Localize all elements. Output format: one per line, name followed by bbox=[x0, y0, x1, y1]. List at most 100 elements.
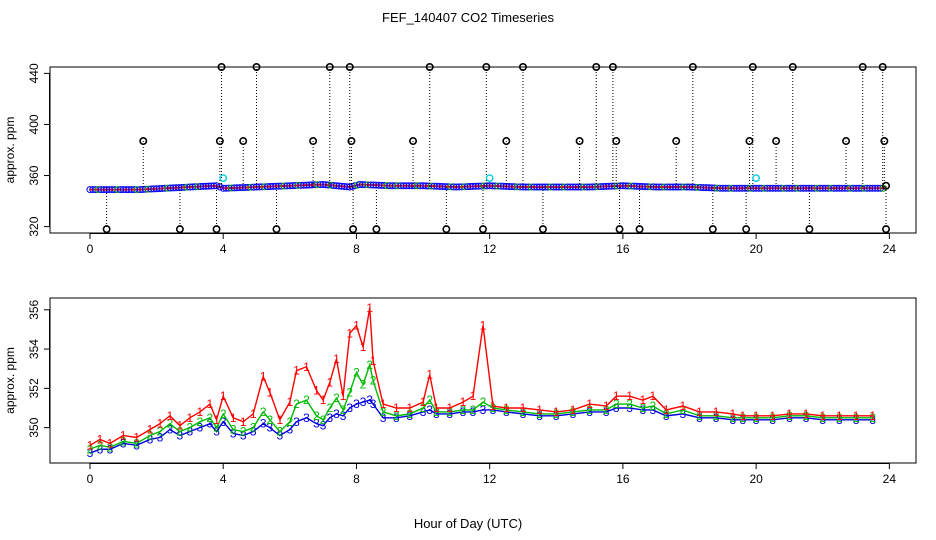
series-3-point: 3 bbox=[536, 409, 543, 423]
series-1-point: 1 bbox=[603, 399, 610, 413]
spike-point bbox=[409, 137, 418, 146]
baseline-point bbox=[316, 181, 324, 189]
baseline-point bbox=[866, 184, 874, 192]
series-1-point: 1 bbox=[276, 413, 283, 427]
series-3-point: 3 bbox=[340, 409, 347, 423]
series-3-point: 3 bbox=[346, 401, 353, 415]
baseline-point bbox=[332, 182, 340, 190]
series-2-point: 2 bbox=[786, 409, 793, 423]
series-2-point: 2 bbox=[260, 405, 267, 419]
series-2-point: 2 bbox=[819, 411, 826, 425]
spike-point bbox=[349, 225, 358, 234]
series-2-point: 2 bbox=[406, 407, 413, 421]
series-1-point: 1 bbox=[340, 389, 347, 403]
series-1-point: 1 bbox=[786, 407, 793, 421]
series-3-point: 3 bbox=[320, 419, 327, 433]
baseline-point bbox=[213, 182, 221, 190]
series-2-point: 2 bbox=[346, 385, 353, 399]
series-1-point: 1 bbox=[626, 389, 633, 403]
series-2-point: 2 bbox=[869, 411, 876, 425]
series-2-point: 2 bbox=[107, 440, 114, 454]
series-2-point: 2 bbox=[470, 403, 477, 417]
series-1-point: 1 bbox=[313, 383, 320, 397]
baseline-point bbox=[874, 184, 882, 192]
series-2-point: 2 bbox=[97, 438, 104, 452]
spike-point bbox=[175, 225, 184, 234]
series-1-point: 1 bbox=[753, 409, 760, 423]
series-2-point: 2 bbox=[177, 425, 184, 439]
series-1-point: 1 bbox=[869, 409, 876, 423]
series-2-point: 2 bbox=[836, 411, 843, 425]
series-3-point: 3 bbox=[420, 405, 427, 419]
spike-point bbox=[708, 225, 717, 234]
series-1-point: 1 bbox=[433, 401, 440, 415]
spike-point bbox=[239, 137, 248, 146]
baseline-point bbox=[202, 182, 210, 190]
series-1-point: 1 bbox=[157, 417, 164, 431]
baseline-point bbox=[372, 181, 380, 189]
series-3-point: 3 bbox=[803, 411, 810, 425]
series-1-point: 1 bbox=[586, 397, 593, 411]
series-3-point: 3 bbox=[470, 405, 477, 419]
series-2-point: 2 bbox=[167, 417, 174, 431]
series-2-point: 2 bbox=[460, 403, 467, 417]
spike-point bbox=[212, 225, 221, 234]
spike-point bbox=[575, 137, 584, 146]
series-3-point: 3 bbox=[769, 413, 776, 427]
series-1-point: 1 bbox=[570, 403, 577, 417]
series-2-point: 2 bbox=[503, 403, 510, 417]
baseline-point bbox=[358, 181, 366, 189]
series-2-point: 2 bbox=[293, 397, 300, 411]
y-tick-label: 400 bbox=[27, 114, 41, 134]
series-3-point: 3 bbox=[286, 423, 293, 437]
series-1-point: 1 bbox=[613, 389, 620, 403]
series-2-point: 2 bbox=[650, 399, 657, 413]
series-1-point: 1 bbox=[250, 407, 257, 421]
spike-point bbox=[502, 137, 511, 146]
series-1-point: 1 bbox=[213, 413, 220, 427]
series-2-point: 2 bbox=[207, 411, 214, 425]
spike-point bbox=[688, 62, 697, 71]
baseline-point bbox=[197, 183, 205, 191]
spike-point bbox=[347, 137, 356, 146]
y-tick-label: 352 bbox=[27, 378, 41, 398]
spike-point bbox=[139, 137, 148, 146]
x-tick-label: 12 bbox=[483, 472, 497, 486]
series-3-point: 3 bbox=[366, 393, 373, 407]
series-2-point: 2 bbox=[426, 393, 433, 407]
series-2-point: 2 bbox=[803, 409, 810, 423]
spike-point bbox=[880, 137, 889, 146]
series-3-point: 3 bbox=[753, 413, 760, 427]
series-2-point: 2 bbox=[157, 425, 164, 439]
series-3-point: 3 bbox=[713, 411, 720, 425]
spike-point bbox=[592, 62, 601, 71]
series-2-line bbox=[89, 362, 873, 450]
series-1-point: 1 bbox=[640, 393, 647, 407]
series-1-point: 1 bbox=[713, 405, 720, 419]
x-tick-label: 8 bbox=[353, 242, 360, 256]
series-2-point: 2 bbox=[366, 358, 373, 372]
series-3-point: 3 bbox=[663, 409, 670, 423]
series-3-point: 3 bbox=[446, 407, 453, 421]
series-1-point: 1 bbox=[360, 340, 367, 354]
baseline-point bbox=[335, 182, 343, 190]
series-3-point: 3 bbox=[197, 421, 204, 435]
series-1-point: 1 bbox=[260, 370, 267, 384]
series-3-point: 3 bbox=[626, 401, 633, 415]
series-2-point: 2 bbox=[303, 393, 310, 407]
series-2-point: 2 bbox=[360, 377, 367, 391]
series-1-point: 1 bbox=[87, 438, 94, 452]
y-tick-label: 320 bbox=[27, 216, 41, 236]
series-3-point: 3 bbox=[303, 411, 310, 425]
series-2-point: 2 bbox=[250, 421, 257, 435]
baseline-point bbox=[857, 184, 865, 192]
x-axis-label: Hour of Day (UTC) bbox=[414, 516, 522, 531]
series-2-point: 2 bbox=[266, 413, 273, 427]
series-1-point: 1 bbox=[326, 375, 333, 389]
x-tick-label: 20 bbox=[749, 242, 763, 256]
series-3-point: 3 bbox=[613, 401, 620, 415]
series-3-line bbox=[89, 399, 873, 454]
series-3-point: 3 bbox=[490, 403, 497, 417]
series-2-point: 2 bbox=[380, 405, 387, 419]
spike-point bbox=[425, 62, 434, 71]
